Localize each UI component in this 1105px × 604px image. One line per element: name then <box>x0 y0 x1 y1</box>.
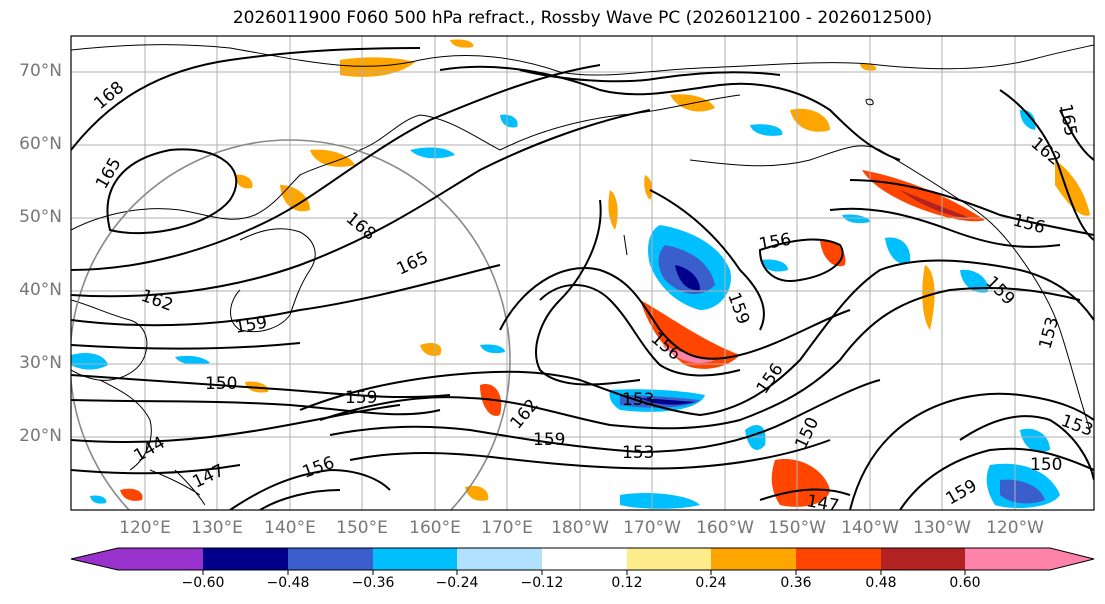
contour-label: 168 <box>342 209 380 245</box>
lat-label-20n: 20°N <box>19 426 62 446</box>
lat-label-60n: 60°N <box>19 134 62 154</box>
lon-label: 120°E <box>119 518 171 538</box>
lon-label: 180°W <box>551 518 609 538</box>
contour-label: 165 <box>1055 102 1080 137</box>
colorbar-tick-label: −0.36 <box>351 575 395 591</box>
contour-labels: 168 165 168 165 162 159 150 144 147 156 … <box>90 78 1095 516</box>
contour-label: 162 <box>138 286 175 316</box>
contour-label: 159 <box>723 290 753 327</box>
contour-label: 150 <box>205 374 237 394</box>
colorbar-segment <box>881 548 965 570</box>
contour-label: 153 <box>622 443 654 463</box>
contour-label: 156 <box>300 453 337 483</box>
contour-label: 144 <box>131 433 169 467</box>
lon-label: 160°W <box>696 518 754 538</box>
lon-label: 170°E <box>481 518 533 538</box>
contour-label: 159 <box>345 388 377 408</box>
lon-label: 170°W <box>623 518 681 538</box>
map-frame <box>70 35 1095 511</box>
contour-label: 162 <box>507 395 543 433</box>
colorbar <box>70 547 1095 575</box>
contour-label: 150 <box>1030 455 1062 475</box>
contour-label: 165 <box>394 248 432 280</box>
lon-label: 130°E <box>191 518 243 538</box>
colorbar-segment <box>118 548 203 570</box>
contour-label: 156 <box>757 230 792 255</box>
colorbar-tick-label: 0.12 <box>611 575 643 591</box>
colorbar-tick-label: 0.36 <box>780 575 812 591</box>
colorbar-segment <box>373 548 457 570</box>
lon-label: 140°W <box>841 518 899 538</box>
colorbar-tick-label: −0.48 <box>266 575 310 591</box>
colorbar-segment <box>965 548 1050 570</box>
colorbar-segment <box>711 548 796 570</box>
contour-label: 147 <box>805 491 840 516</box>
contour-label: 156 <box>753 360 788 398</box>
lat-label-30n: 30°N <box>19 353 62 373</box>
lat-label-70n: 70°N <box>19 61 62 81</box>
lat-label-40n: 40°N <box>19 280 62 300</box>
lon-label: 160°E <box>409 518 461 538</box>
colorbar-tick-label: −0.60 <box>181 575 225 591</box>
colorbar-segment <box>457 548 542 570</box>
colorbar-tick-label: 0.48 <box>865 575 897 591</box>
graticule <box>71 36 1094 510</box>
contour-label: 165 <box>92 154 126 192</box>
contour-label: 153 <box>1036 315 1064 352</box>
lon-label: 130°W <box>913 518 971 538</box>
colorbar-segment <box>542 548 627 570</box>
colorbar-extend-high <box>1050 548 1094 570</box>
map-title: 2026011900 F060 500 hPa refract., Rossby… <box>232 8 933 28</box>
height-contours <box>71 47 1094 510</box>
contour-label: 147 <box>190 461 228 493</box>
contour-label: 159 <box>943 476 981 510</box>
colorbar-segment <box>288 548 373 570</box>
contour-label: 156 <box>1011 211 1048 239</box>
reference-circle <box>71 139 511 510</box>
colorbar-extend-low <box>71 548 118 570</box>
lon-label: 150°E <box>336 518 388 538</box>
lon-label: 120°W <box>986 518 1044 538</box>
lon-label: 140°E <box>264 518 316 538</box>
contour-label: 159 <box>533 430 565 450</box>
colorbar-outline <box>70 547 1095 571</box>
colorbar-tick-label: −0.24 <box>435 575 479 591</box>
contour-label: 159 <box>233 313 268 338</box>
colorbar-tick-label: 0.60 <box>949 575 981 591</box>
lat-label-50n: 50°N <box>19 207 62 227</box>
colorbar-segment <box>796 548 881 570</box>
contour-label: 153 <box>1058 411 1095 441</box>
contour-label: 150 <box>791 414 823 452</box>
contour-label: 153 <box>622 390 654 410</box>
contour-label: 168 <box>90 78 128 114</box>
contour-label: 159 <box>981 272 1018 309</box>
colorbar-segment <box>627 548 711 570</box>
colorbar-tick-label: 0.24 <box>695 575 727 591</box>
lon-label: 150°W <box>768 518 826 538</box>
colorbar-tick-label: −0.12 <box>520 575 564 591</box>
colorbar-segment <box>203 548 288 570</box>
